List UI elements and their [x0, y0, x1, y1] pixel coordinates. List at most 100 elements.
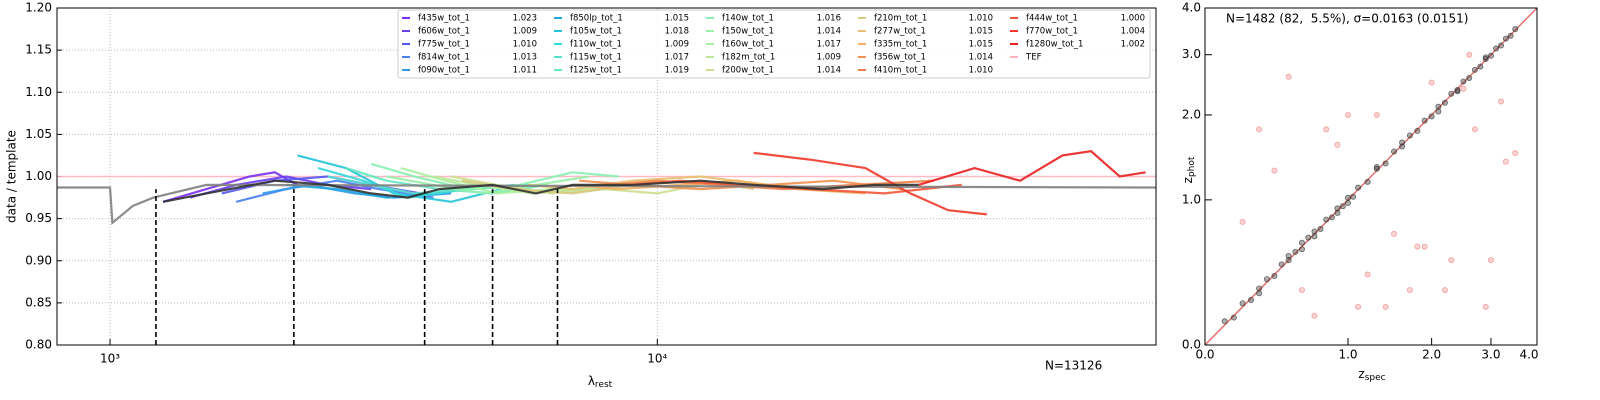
point	[1471, 126, 1478, 133]
point	[1460, 78, 1467, 85]
point	[1482, 303, 1489, 310]
point	[1239, 300, 1246, 307]
legend-value: 1.015	[969, 40, 993, 50]
y-tick-label: 3.0	[1182, 47, 1201, 61]
point	[1487, 257, 1494, 264]
legend-label: f435w_tot_1	[418, 14, 470, 24]
legend-label: f335m_tot_1	[874, 40, 927, 50]
point	[1271, 167, 1278, 174]
axis-label-main: z	[1358, 367, 1364, 381]
legend-value: 1.000	[1121, 14, 1145, 24]
point	[1373, 111, 1380, 118]
legend-value: 1.009	[665, 40, 689, 50]
point	[1448, 257, 1455, 264]
series-line	[386, 175, 590, 195]
legend-value: 1.014	[817, 66, 841, 76]
point	[1482, 55, 1489, 62]
point	[1317, 226, 1324, 233]
point	[1334, 209, 1341, 216]
legend-value: 1.018	[665, 27, 689, 37]
legend-value: 1.010	[969, 66, 993, 76]
legend-label: f125w_tot_1	[570, 66, 622, 76]
point	[1230, 314, 1237, 321]
x-tick-label: 1.0	[1338, 348, 1357, 362]
legend-value: 1.010	[969, 14, 993, 24]
legend-label: f814w_tot_1	[418, 53, 470, 63]
axis-label-sub: phot	[1187, 156, 1197, 177]
legend-label: f850lp_tot_1	[570, 14, 623, 24]
y-tick-label: 2.0	[1182, 107, 1201, 121]
series-line	[918, 150, 1146, 186]
point	[1435, 108, 1442, 115]
legend-value: 1.019	[665, 66, 689, 76]
x-tick-label: 10⁴	[647, 352, 667, 366]
legend-label: f1280w_tot_1	[1026, 40, 1083, 50]
point	[1285, 257, 1292, 264]
legend-value: 1.016	[817, 14, 841, 24]
legend-label: f140w_tot_1	[722, 14, 774, 24]
point	[1391, 148, 1398, 155]
axis-label: zspec	[1358, 367, 1385, 383]
point	[1344, 111, 1351, 118]
legend-value: 1.011	[513, 66, 537, 76]
series-line	[235, 179, 434, 203]
plot-frame	[56, 7, 1157, 346]
point	[1441, 99, 1448, 106]
y-tick-label: 1.10	[25, 85, 52, 99]
legend-value: 1.023	[513, 14, 537, 24]
legend-label: f410m_tot_1	[874, 66, 927, 76]
point	[1466, 74, 1473, 81]
point	[1391, 230, 1398, 237]
axis-label: λrest	[588, 374, 613, 390]
legend-label: f160w_tot_1	[722, 40, 774, 50]
point	[1382, 303, 1389, 310]
point	[1414, 127, 1421, 134]
point	[1421, 243, 1428, 250]
legend-value: 1.015	[969, 27, 993, 37]
legend-value: 1.002	[1121, 40, 1145, 50]
point	[1487, 52, 1494, 59]
point	[1239, 218, 1246, 225]
legend-value: 1.009	[513, 27, 537, 37]
point	[1221, 318, 1228, 325]
legend-value: 1.014	[969, 53, 993, 63]
point	[1460, 85, 1467, 92]
point	[1498, 42, 1505, 49]
point	[1373, 163, 1380, 170]
y-tick-label: 1.15	[25, 43, 52, 57]
y-axis-label: data / template	[5, 130, 19, 223]
point	[1334, 141, 1341, 148]
point	[1311, 312, 1318, 319]
x-tick-label: 2.0	[1422, 348, 1441, 362]
point	[1305, 234, 1312, 241]
axis-label-main: z	[1181, 177, 1195, 183]
point	[1256, 126, 1263, 133]
legend-label: f090w_tot_1	[418, 66, 470, 76]
point	[1256, 290, 1263, 297]
point	[1323, 126, 1330, 133]
point	[1285, 73, 1292, 80]
axis-label-main: λ	[588, 374, 595, 388]
legend-label: f210m_tot_1	[874, 14, 927, 24]
y-tick-label: 0.85	[25, 295, 52, 309]
point	[1448, 90, 1455, 97]
legend-label: f105w_tot_1	[570, 27, 622, 37]
legend-value: 1.017	[817, 40, 841, 50]
point	[1498, 98, 1505, 105]
point	[1285, 252, 1292, 259]
legend-value: 1.013	[513, 53, 537, 63]
point	[1339, 203, 1346, 210]
point	[1502, 158, 1509, 165]
point	[1256, 285, 1263, 292]
series-line	[57, 183, 1157, 226]
legend-label: f356w_tot_1	[874, 53, 926, 63]
point	[1512, 26, 1519, 33]
legend-label: f200w_tot_1	[722, 66, 774, 76]
point	[1344, 200, 1351, 207]
point	[1355, 184, 1362, 191]
point	[1507, 32, 1514, 39]
point	[1323, 216, 1330, 223]
point	[1248, 296, 1255, 303]
point	[1482, 54, 1489, 61]
